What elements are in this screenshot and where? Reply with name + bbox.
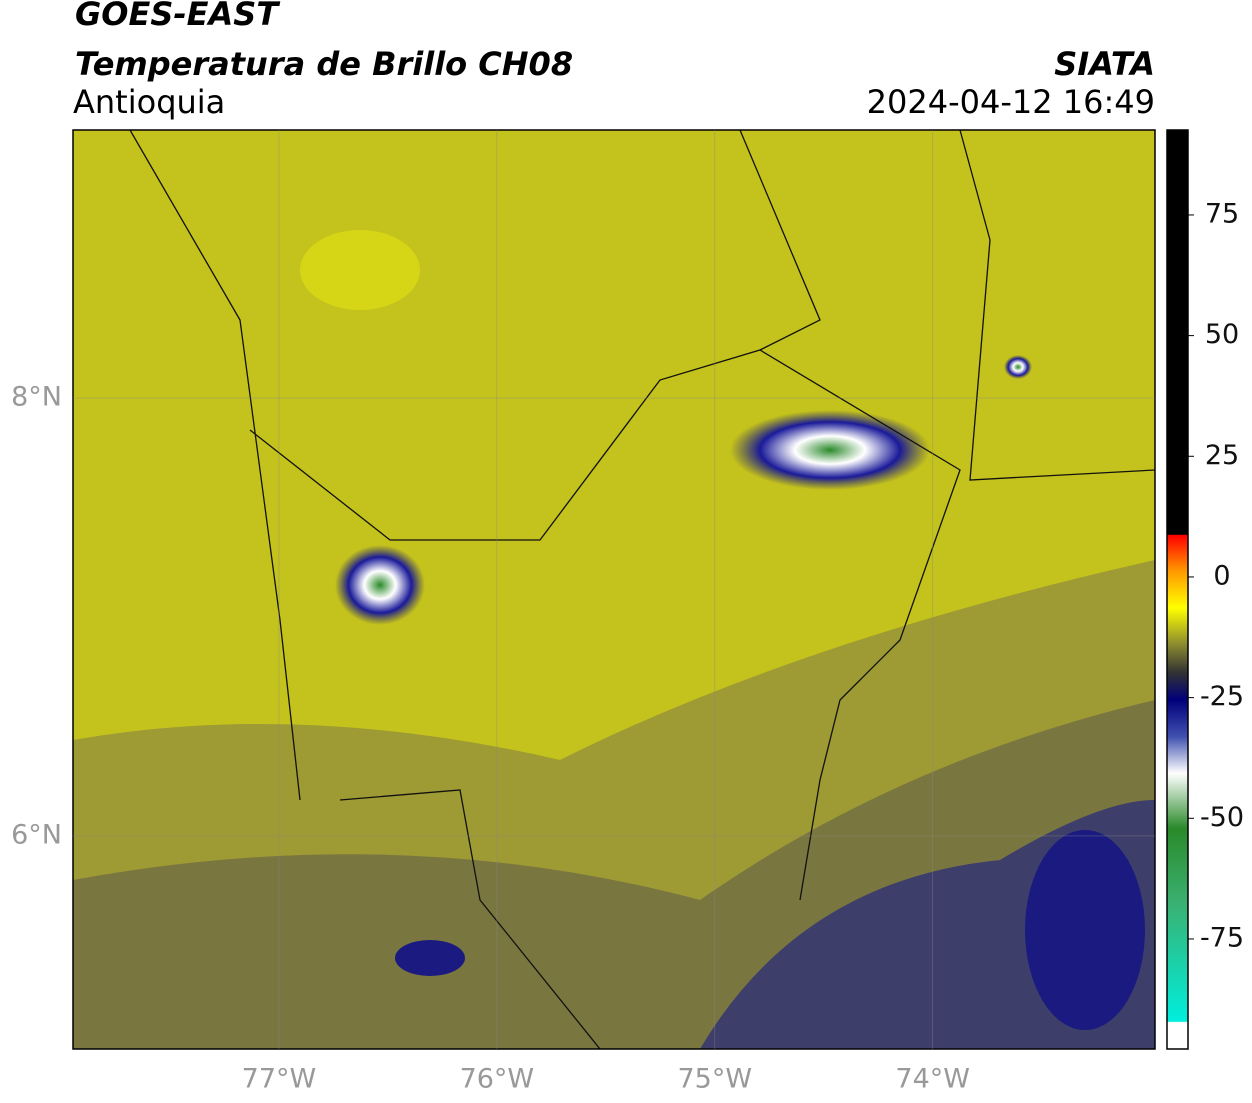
datetime: 2024-04-12 16:49 xyxy=(867,83,1155,121)
x-tick-label: 74°W xyxy=(895,1064,970,1095)
y-tick-label: 8°N xyxy=(11,382,62,413)
colorbar-tick-label: -25 xyxy=(1200,681,1244,712)
map-field xyxy=(73,130,1155,1049)
colorbar-tick-label: 75 xyxy=(1205,198,1239,229)
colorbar-tick-label: 25 xyxy=(1205,440,1239,471)
colorbar-tick-label: -50 xyxy=(1200,802,1244,833)
colorbar-tick-label: -75 xyxy=(1200,922,1244,953)
x-tick-label: 77°W xyxy=(242,1064,317,1095)
colorbar-tick-label: 0 xyxy=(1213,560,1230,591)
colorbar-tick-label: 50 xyxy=(1205,319,1239,350)
region: Antioquia xyxy=(73,83,225,121)
map-frame xyxy=(72,129,1156,1050)
y-tick-label: 6°N xyxy=(11,819,62,850)
subtitle: Temperatura de Brillo CH08 xyxy=(75,45,573,83)
colorbar xyxy=(1166,129,1189,1050)
x-tick-label: 75°W xyxy=(678,1064,753,1095)
x-tick-label: 76°W xyxy=(460,1064,535,1095)
title: GOES-EAST xyxy=(75,0,280,33)
source: SIATA xyxy=(1054,45,1155,83)
